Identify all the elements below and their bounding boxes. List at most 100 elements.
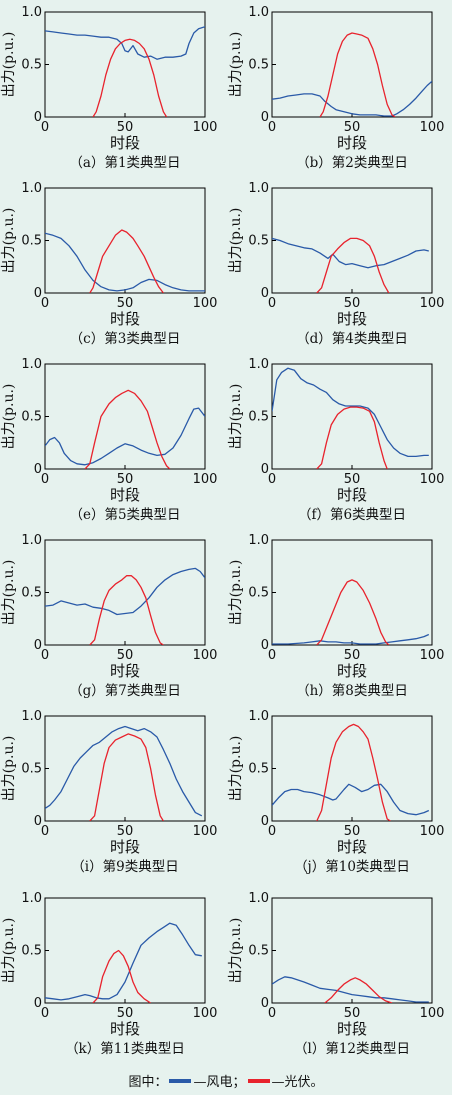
y-tick-label: 1.0	[248, 709, 269, 724]
x-tick-label: 0	[41, 120, 49, 135]
plot-frame	[271, 363, 433, 470]
y-tick-label: 0	[34, 996, 42, 1011]
plot-frame	[44, 11, 206, 118]
series-line-pv	[316, 723, 391, 821]
series-line-wind	[272, 783, 430, 816]
x-axis-label: 时段	[337, 838, 367, 856]
chart-4: 0 50 100 0 0.5 1.0 出力(p.u.) 时段 （d）第4类典型日	[228, 181, 444, 347]
y-tick-label: 1.0	[21, 709, 42, 724]
plot-frame	[271, 539, 433, 646]
y-axis-label: 出力(p.u.)	[1, 32, 17, 98]
series-line-pv	[92, 38, 168, 117]
y-tick-label: 0	[34, 110, 42, 125]
y-tick-label: 0	[261, 638, 269, 653]
y-axis-label: 出力(p.u.)	[1, 560, 17, 626]
series-line-pv	[89, 575, 164, 645]
x-tick-label: 100	[193, 120, 218, 135]
legend-label-pv: —光伏。	[271, 1075, 324, 1090]
x-tick-label: 50	[344, 296, 361, 311]
chart-caption: （j）第10类典型日	[294, 858, 410, 875]
x-tick-label: 100	[193, 648, 218, 663]
x-tick-label: 100	[193, 296, 218, 311]
y-tick-label: 0	[261, 814, 269, 829]
y-tick-label: 0	[261, 286, 269, 301]
chart-caption: （c）第3类典型日	[70, 330, 181, 347]
x-axis-label: 时段	[110, 486, 140, 504]
legend-swatch-wind	[169, 1079, 192, 1083]
series-line-wind	[45, 922, 202, 1001]
y-tick-label: 0	[261, 996, 269, 1011]
x-tick-label: 100	[420, 120, 445, 135]
x-axis-label: 时段	[337, 310, 367, 328]
plot-frame	[44, 715, 206, 822]
x-tick-label: 50	[117, 472, 134, 487]
chart-caption: （k）第11类典型日	[65, 1040, 185, 1057]
y-tick-label: 0.5	[21, 234, 42, 249]
chart-12: 0 50 100 0 0.5 1.0 出力(p.u.) 时段 （l）第12类典型日	[228, 891, 444, 1057]
series-line-pv	[316, 237, 390, 293]
x-axis-label: 时段	[110, 662, 140, 680]
chart-caption: （i）第9类典型日	[71, 858, 178, 875]
y-axis-label: 出力(p.u.)	[228, 32, 244, 98]
x-tick-label: 100	[420, 648, 445, 663]
x-axis-label: 时段	[110, 838, 140, 856]
x-tick-label: 50	[344, 1006, 361, 1021]
plot-frame	[44, 187, 206, 294]
series-line-wind	[45, 232, 205, 292]
x-tick-label: 50	[344, 648, 361, 663]
chart-8: 0 50 100 0 0.5 1.0 出力(p.u.) 时段 （h）第8类典型日	[228, 533, 444, 699]
plot-frame	[271, 715, 433, 822]
plot-frame	[271, 187, 433, 294]
y-tick-label: 0	[34, 638, 42, 653]
y-tick-label: 0.5	[248, 762, 269, 777]
chart-7: 0 50 100 0 0.5 1.0 出力(p.u.) 时段 （g）第7类典型日	[1, 533, 217, 699]
chart-caption: （d）第4类典型日	[296, 330, 408, 347]
y-tick-label: 0.5	[21, 944, 42, 959]
x-tick-label: 50	[117, 120, 134, 135]
y-tick-label: 0	[261, 110, 269, 125]
chart-caption: （l）第12类典型日	[294, 1040, 410, 1057]
series-line-pv	[89, 733, 164, 821]
x-tick-label: 100	[193, 1006, 218, 1021]
y-axis-label: 出力(p.u.)	[228, 560, 244, 626]
y-axis-label: 出力(p.u.)	[228, 208, 244, 274]
y-axis-label: 出力(p.u.)	[228, 736, 244, 802]
x-tick-label: 0	[268, 1006, 276, 1021]
x-axis-label: 时段	[337, 1020, 367, 1038]
y-tick-label: 1.0	[248, 891, 269, 906]
chart-caption: （e）第5类典型日	[69, 506, 180, 523]
series-line-wind	[272, 237, 429, 269]
x-axis-label: 时段	[110, 1020, 140, 1038]
chart-caption: （g）第7类典型日	[69, 682, 181, 699]
y-tick-label: 0.5	[248, 586, 269, 601]
x-tick-label: 0	[41, 648, 49, 663]
y-tick-label: 1.0	[21, 5, 42, 20]
y-tick-label: 0	[261, 462, 269, 477]
y-axis-label: 出力(p.u.)	[1, 918, 17, 984]
y-tick-label: 1.0	[248, 5, 269, 20]
x-tick-label: 100	[193, 472, 218, 487]
chart-2: 0 50 100 0 0.5 1.0 出力(p.u.) 时段 （b）第2类典型日	[228, 5, 444, 171]
x-tick-label: 100	[420, 1006, 445, 1021]
series-line-wind	[45, 407, 205, 466]
chart-9: 0 50 100 0 0.5 1.0 出力(p.u.) 时段 （i）第9类典型日	[1, 709, 217, 875]
plot-frame	[271, 897, 433, 1004]
x-tick-label: 50	[344, 824, 361, 839]
x-tick-label: 50	[117, 1006, 134, 1021]
y-tick-label: 0.5	[21, 410, 42, 425]
plot-frame	[44, 363, 206, 470]
x-tick-label: 100	[420, 824, 445, 839]
legend-swatch-pv	[247, 1079, 270, 1083]
x-tick-label: 100	[420, 296, 445, 311]
y-tick-label: 1.0	[248, 533, 269, 548]
chart-caption: （b）第2类典型日	[296, 154, 408, 171]
x-tick-label: 0	[41, 296, 49, 311]
x-tick-label: 0	[41, 824, 49, 839]
y-tick-label: 1.0	[21, 181, 42, 196]
y-axis-label: 出力(p.u.)	[1, 736, 17, 802]
x-tick-label: 50	[117, 824, 134, 839]
legend-prefix: 图中：	[128, 1075, 168, 1090]
plot-frame	[44, 897, 206, 1004]
